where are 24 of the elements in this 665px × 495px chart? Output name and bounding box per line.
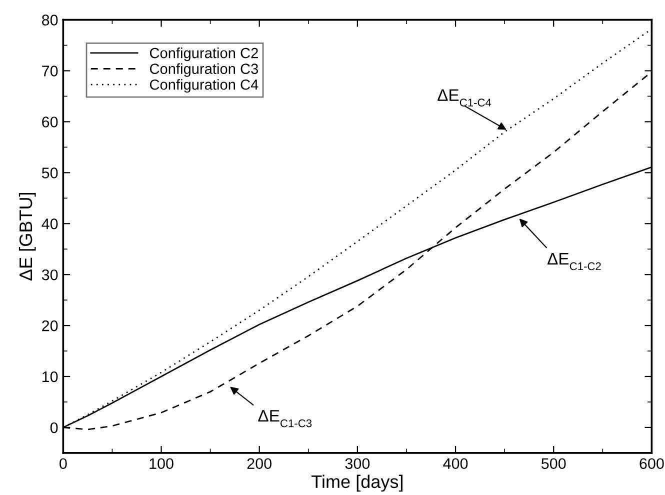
- legend-label: Configuration C4: [150, 79, 258, 93]
- y-tick-label: 20: [42, 320, 58, 332]
- y-tick-label: 70: [42, 66, 58, 76]
- x-tick-label: 0: [60, 458, 67, 470]
- y-tick-label: 40: [42, 218, 58, 230]
- x-tick-label: 300: [345, 458, 370, 470]
- y-tick-label: 80: [42, 14, 58, 26]
- legend-label: Configuration C3: [150, 63, 258, 77]
- x-tick-label: 500: [541, 458, 566, 470]
- annotation: ΔEC1-C2: [548, 253, 601, 270]
- x-tick-label: 600: [640, 458, 664, 470]
- annotation: ΔEC1-C3: [258, 410, 312, 428]
- y-tick-label: 50: [42, 168, 58, 178]
- y-axis-title: ΔE [GBTU]: [18, 192, 36, 280]
- x-tick-label: 400: [443, 458, 468, 470]
- annotation: ΔEC1-C4: [438, 89, 492, 107]
- y-tick-label: 60: [42, 116, 58, 128]
- legend-label: Configuration C2: [150, 48, 258, 62]
- x-tick-label: 200: [247, 458, 272, 470]
- x-tick-label: 100: [150, 458, 174, 470]
- y-tick-label: 0: [50, 422, 58, 434]
- y-tick-label: 30: [42, 269, 58, 280]
- y-tick-label: 10: [42, 371, 58, 382]
- x-axis-title: Time [days]: [312, 474, 402, 492]
